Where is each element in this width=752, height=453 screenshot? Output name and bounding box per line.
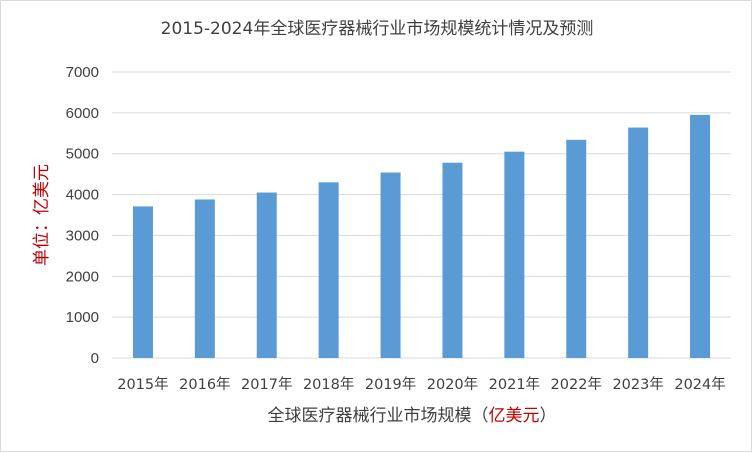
x-tick-label: 2020年 — [427, 376, 478, 393]
x-tick-label: 2018年 — [303, 376, 354, 393]
y-tick-label: 3000 — [66, 227, 99, 244]
y-tick-label: 1000 — [66, 309, 99, 326]
bar — [566, 139, 587, 358]
y-tick-label: 0 — [91, 350, 99, 367]
bar — [132, 206, 153, 358]
y-tick-label: 2000 — [66, 268, 99, 285]
y-axis-title: 单位：亿美元 — [32, 164, 52, 266]
y-tick-label: 7000 — [66, 64, 99, 81]
bar — [194, 199, 215, 358]
x-tick-label: 2015年 — [117, 376, 168, 393]
y-tick-label: 4000 — [66, 187, 99, 204]
y-tick-label: 6000 — [66, 105, 99, 122]
bar — [628, 127, 649, 359]
bar — [690, 114, 711, 359]
y-tick-label: 5000 — [66, 146, 99, 163]
chart-title: 2015-2024年全球医疗器械行业市场规模统计情况及预测 — [161, 19, 594, 39]
bar — [504, 151, 525, 358]
x-tick-label: 2019年 — [365, 376, 416, 393]
bar — [442, 162, 463, 358]
bar — [256, 192, 277, 358]
x-tick-label: 2016年 — [179, 376, 230, 393]
x-tick-labels: 2015年 2016年 2017年 2018年 2019年 2020年 2021年 2022年… — [117, 376, 726, 393]
x-tick-label: 2022年 — [551, 376, 602, 393]
x-tick-label: 2017年 — [241, 376, 292, 393]
x-axis-title: 全球医疗器械行业市场规模（亿美元） — [268, 406, 557, 426]
bar — [380, 172, 401, 358]
bar — [318, 182, 339, 358]
gridlines — [112, 71, 731, 359]
x-tick-label: 2021年 — [489, 376, 540, 393]
bars — [132, 114, 711, 359]
x-tick-label: 2024年 — [674, 376, 725, 393]
y-tick-labels: 0 1000 2000 3000 4000 5000 6000 7000 — [66, 64, 99, 367]
x-tick-label: 2023年 — [612, 376, 663, 393]
